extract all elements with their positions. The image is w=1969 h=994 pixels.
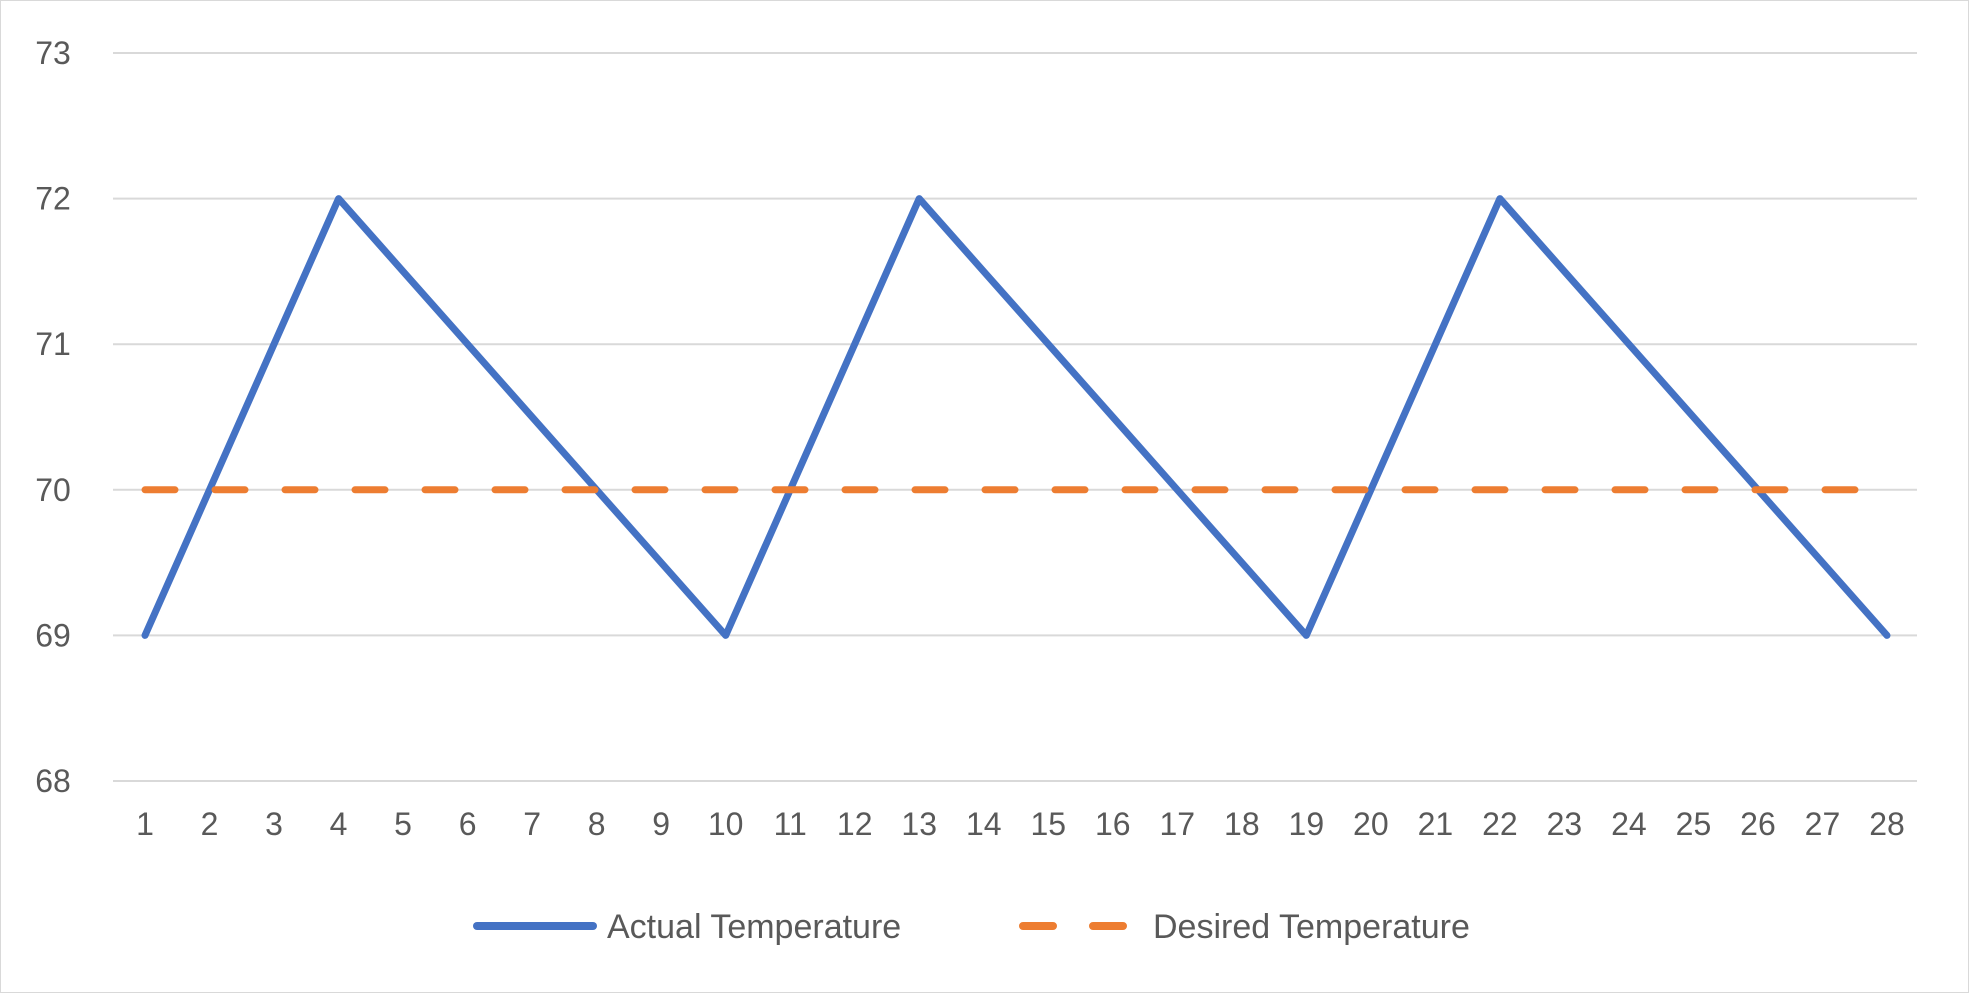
x-tick-label: 10 <box>708 806 744 842</box>
y-tick-label: 71 <box>35 326 71 362</box>
x-tick-label: 14 <box>966 806 1002 842</box>
x-tick-label: 16 <box>1095 806 1131 842</box>
x-tick-label: 20 <box>1353 806 1389 842</box>
y-tick-label: 72 <box>35 181 71 217</box>
x-tick-label: 1 <box>136 806 154 842</box>
x-tick-label: 24 <box>1611 806 1647 842</box>
x-tick-label: 19 <box>1289 806 1325 842</box>
series-line-actual-temperature <box>141 195 1891 639</box>
x-tick-label: 11 <box>774 806 807 842</box>
y-tick-label: 73 <box>35 35 71 71</box>
legend: Actual Temperature Desired Temperature <box>473 908 1470 946</box>
series-lines <box>141 195 1891 639</box>
legend-label: Actual Temperature <box>607 908 901 946</box>
x-tick-label: 18 <box>1224 806 1260 842</box>
x-tick-label: 9 <box>652 806 670 842</box>
x-tick-label: 3 <box>265 806 283 842</box>
legend-label: Desired Temperature <box>1153 908 1470 946</box>
x-tick-label: 4 <box>330 806 348 842</box>
x-tick-label: 8 <box>588 806 606 842</box>
y-tick-label: 69 <box>35 617 71 653</box>
x-tick-label: 17 <box>1159 806 1195 842</box>
x-tick-label: 6 <box>459 806 477 842</box>
x-axis: 1 2 3 4 5 6 7 8 9 10 11 12 13 14 15 16 17 18 19 20 21 22 23 24 2… <box>136 806 1905 842</box>
x-tick-label: 12 <box>837 806 873 842</box>
x-tick-label: 22 <box>1482 806 1518 842</box>
x-tick-label: 5 <box>394 806 412 842</box>
x-tick-label: 28 <box>1869 806 1905 842</box>
gridlines <box>113 52 1917 782</box>
y-tick-label: 70 <box>35 472 71 508</box>
x-tick-label: 13 <box>901 806 937 842</box>
y-axis: 68 69 70 71 72 73 <box>35 35 71 799</box>
x-tick-label: 25 <box>1676 806 1712 842</box>
x-tick-label: 7 <box>523 806 541 842</box>
x-tick-label: 26 <box>1740 806 1776 842</box>
x-tick-label: 23 <box>1547 806 1583 842</box>
x-tick-label: 15 <box>1030 806 1066 842</box>
y-tick-label: 68 <box>35 763 71 799</box>
x-tick-label: 27 <box>1805 806 1841 842</box>
x-tick-label: 21 <box>1418 806 1454 842</box>
x-tick-label: 2 <box>201 806 219 842</box>
